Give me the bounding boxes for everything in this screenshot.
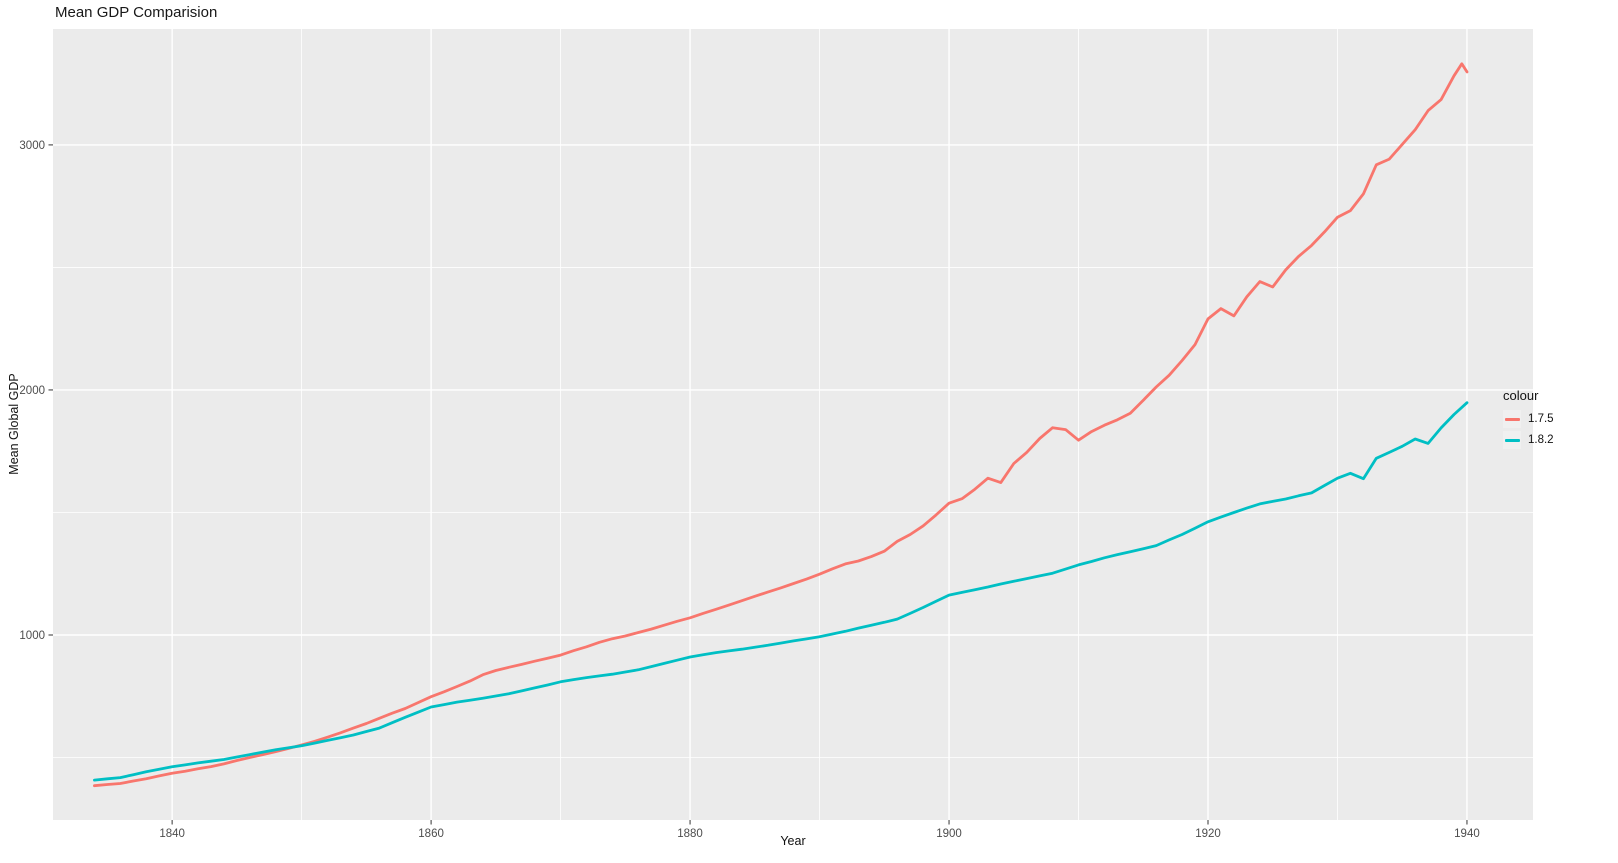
y-tick-label-3000: 3000 bbox=[19, 140, 45, 152]
legend-key-175 bbox=[1503, 410, 1521, 428]
legend-label-175: 1.7.5 bbox=[1528, 413, 1554, 425]
x-tick-label-1940: 1940 bbox=[1454, 828, 1480, 840]
y-tick-label-2000: 2000 bbox=[19, 385, 45, 397]
x-tick-label-1860: 1860 bbox=[418, 828, 444, 840]
x-tick-label-1880: 1880 bbox=[677, 828, 703, 840]
panel-background bbox=[53, 29, 1533, 820]
y-tick-label-1000: 1000 bbox=[19, 630, 45, 642]
legend: colour 1.7.5 1.8.2 bbox=[1503, 388, 1554, 452]
x-tick-label-1920: 1920 bbox=[1195, 828, 1221, 840]
series-175-swatch-icon bbox=[1504, 417, 1520, 421]
y-axis-title: Mean Global GDP bbox=[7, 373, 21, 475]
legend-key-182 bbox=[1503, 431, 1521, 449]
x-tick-label-1900: 1900 bbox=[936, 828, 962, 840]
chart-title: Mean GDP Comparision bbox=[55, 4, 218, 21]
x-tick-label-1840: 1840 bbox=[159, 828, 185, 840]
series-182-swatch-icon bbox=[1504, 438, 1520, 442]
legend-label-182: 1.8.2 bbox=[1528, 434, 1554, 446]
legend-title: colour bbox=[1503, 388, 1539, 403]
legend-item-182: 1.8.2 bbox=[1503, 431, 1554, 449]
x-axis-title: Year bbox=[780, 834, 806, 848]
series-line-182 bbox=[93, 401, 1469, 782]
series-line-175 bbox=[93, 62, 1469, 788]
legend-item-175: 1.7.5 bbox=[1503, 410, 1554, 428]
